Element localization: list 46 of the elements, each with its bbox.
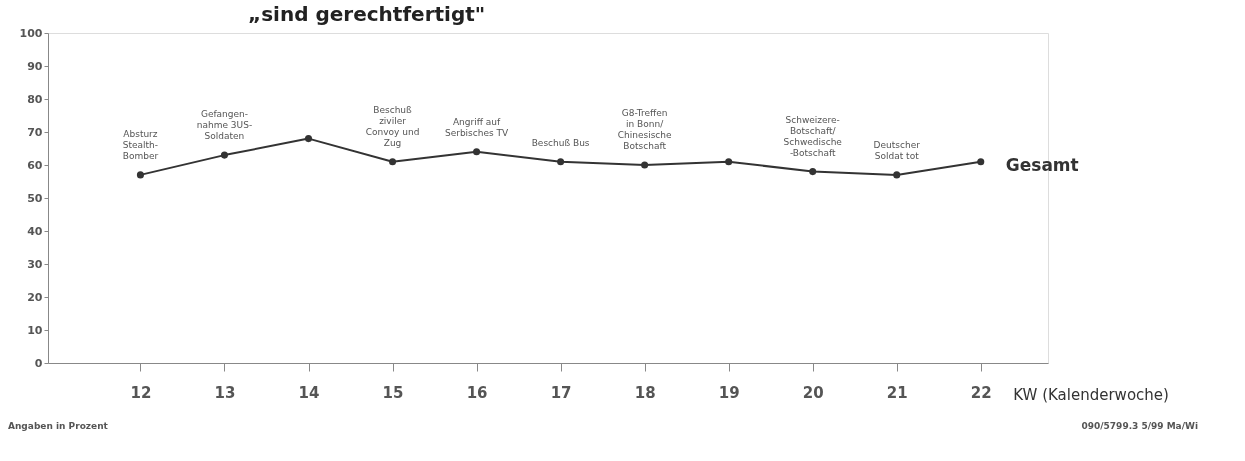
point [473, 148, 481, 156]
y-tick-label: 80 [27, 92, 43, 106]
x-tick-label: 15 [382, 383, 404, 402]
y-tick-label: 70 [27, 125, 43, 139]
point [304, 135, 313, 143]
text: Angaben in Prozent [8, 421, 109, 431]
y-tick-label: 100 [19, 26, 43, 40]
x-tick-label: 19 [718, 383, 740, 402]
y-tick-label: 60 [27, 158, 43, 172]
x-tick-label: 21 [886, 383, 908, 402]
annotation: G8-Treffen in Bonn/ Chinesische Botschaft [617, 108, 672, 151]
point [389, 158, 397, 166]
x-tick-label: 13 [214, 383, 236, 402]
x-tick-label: 16 [466, 383, 488, 402]
x-tick-label: 12 [130, 383, 152, 402]
y-tick-label: 0 [34, 356, 43, 370]
annotation: Angriff auf Serbisches TV [444, 116, 510, 138]
y-tick-label: 20 [27, 290, 43, 304]
x-tick-label: 18 [634, 383, 656, 402]
y-tick-label: 30 [27, 257, 43, 271]
point [725, 158, 733, 166]
x-tick-label: 22 [970, 383, 992, 402]
point [557, 158, 565, 166]
y-tick-label: 90 [27, 59, 43, 73]
y-tick-label: 40 [27, 224, 43, 238]
text: 090/5799.3 5/99 Ma/Wi [1081, 421, 1198, 431]
point [220, 151, 229, 159]
x-tick-label: 14 [298, 383, 320, 402]
chart-title: „sind gerechtfertigt" [248, 2, 486, 26]
annotation: Schweizere- Botschaft/ Schwedische -Botschaft [783, 114, 843, 158]
x-tick-label: 17 [550, 383, 572, 402]
point [893, 171, 901, 179]
annotation: Gefangen- nahme 3US- Soldaten [196, 109, 253, 142]
annotation: Beschuß ziviler Convoy und Zug [365, 104, 420, 148]
annotation: Beschuß Bus [531, 137, 590, 148]
annotation: Deutscher Soldat tot [873, 139, 921, 161]
series-label: Gesamt [1005, 154, 1079, 175]
x-tick-label: 20 [802, 383, 824, 402]
point [977, 158, 985, 166]
y-tick-label: 50 [27, 191, 43, 205]
y-tick-label: 10 [27, 323, 43, 337]
point [136, 171, 144, 179]
x-axis-title: KW (Kalenderwoche) [1013, 385, 1169, 404]
point [809, 168, 817, 176]
point [641, 161, 649, 169]
annotation: Absturz Stealth- Bomber [122, 128, 159, 161]
